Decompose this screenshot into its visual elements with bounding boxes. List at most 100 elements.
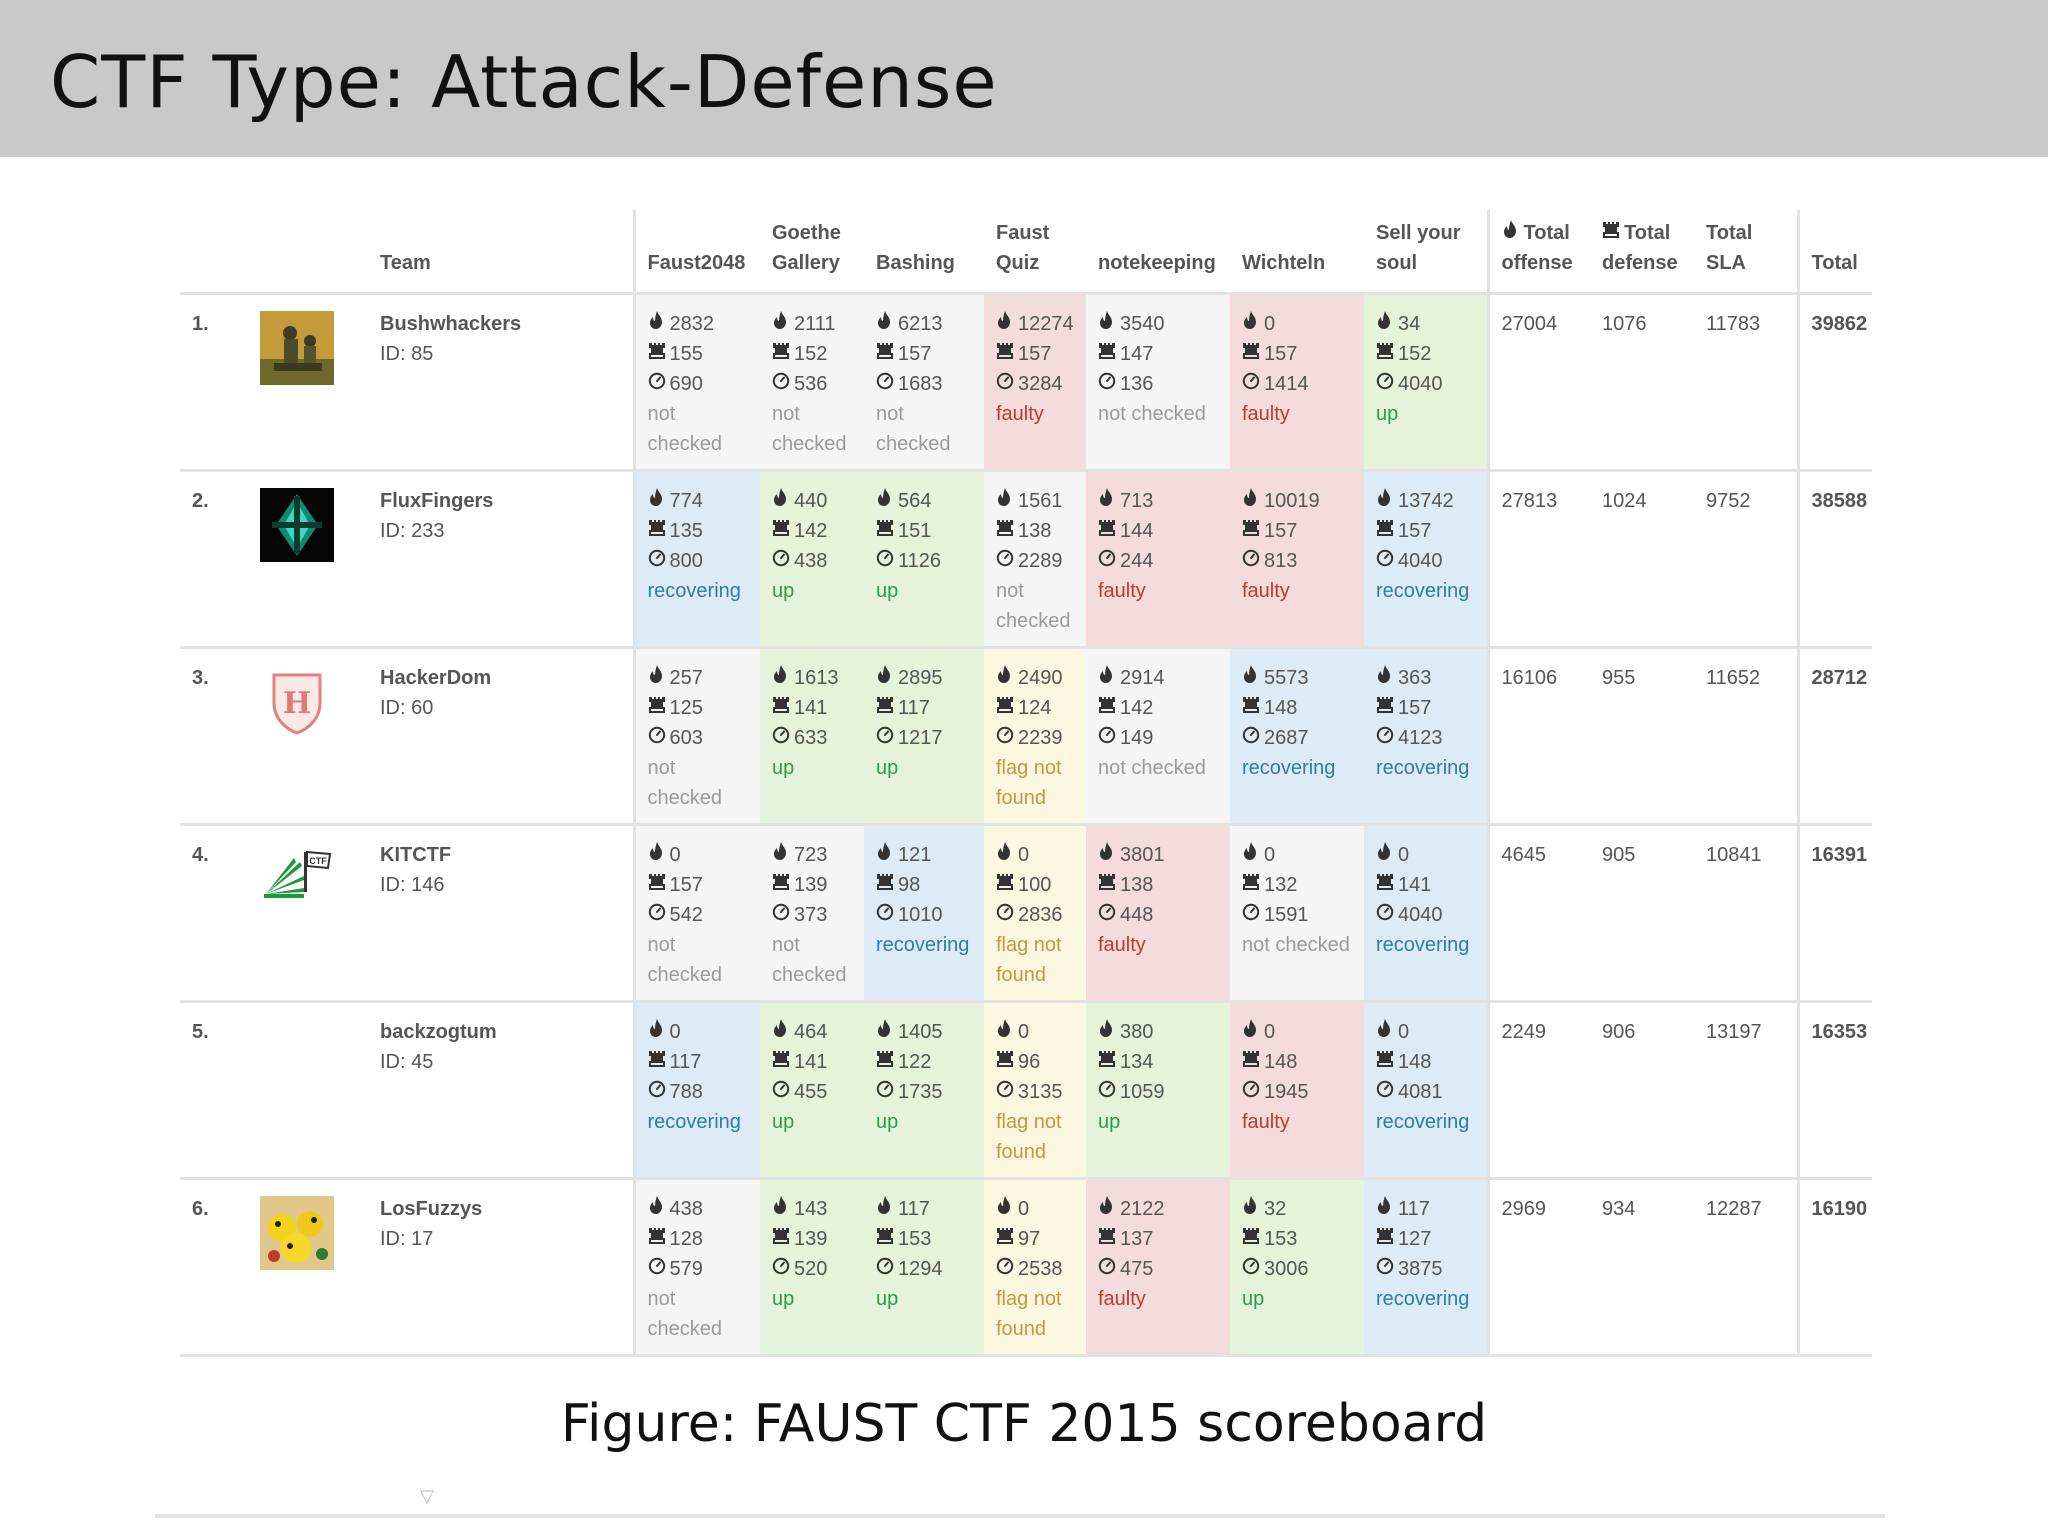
castle-icon [772, 339, 794, 369]
service-status: not checked [1098, 757, 1206, 779]
service-off-line: 1613 [772, 663, 852, 693]
team-cell[interactable]: backzogtum ID: 45 [368, 1001, 634, 1180]
service-sla-value: 1010 [898, 904, 943, 926]
service-cell: 440 142 438 up [760, 470, 864, 649]
total-sla-cell: 13197 [1694, 1001, 1798, 1180]
service-cell: 0 148 1945 faulty [1230, 1001, 1364, 1180]
service-sla-line: 1945 [1242, 1077, 1352, 1107]
service-sla-value: 4081 [1398, 1081, 1443, 1103]
service-def-value: 148 [1264, 1051, 1298, 1073]
service-def-value: 141 [794, 1051, 828, 1073]
team-name: HackerDom [380, 667, 492, 689]
total-offense-cell-value: 4645 [1501, 844, 1547, 866]
team-row: 2. FluxFingers ID: 233 774 135 800 recovering 4… [180, 470, 1872, 649]
service-status: not checked [1098, 403, 1206, 425]
service-def-line: 124 [996, 693, 1074, 723]
total-sla-cell-value: 13197 [1706, 1021, 1762, 1043]
team-cell[interactable]: FluxFingers ID: 233 [368, 470, 634, 649]
clock-icon [996, 900, 1018, 930]
team-cell[interactable]: LosFuzzys ID: 17 [368, 1178, 634, 1357]
service-off-line: 2122 [1098, 1194, 1218, 1224]
total-defense-cell: 955 [1590, 647, 1694, 826]
total-offense-cell: 27004 [1486, 293, 1590, 472]
service-cell: 0 132 1591 not checked [1230, 824, 1364, 1003]
castle-icon [1242, 1047, 1264, 1077]
service-off-line: 0 [1242, 309, 1352, 339]
castle-icon [1242, 516, 1264, 546]
service-status: up [876, 1288, 899, 1310]
service-sla-value: 4123 [1398, 727, 1443, 749]
team-logo [260, 1196, 356, 1270]
service-cell: 0 117 788 recovering [632, 1001, 760, 1180]
total-value: 39862 [1811, 313, 1868, 335]
service-status: faulty [1098, 1288, 1146, 1310]
total-offense-cell-value: 27004 [1501, 313, 1558, 335]
fire-icon [876, 486, 898, 516]
service-off-value: 464 [794, 1021, 828, 1043]
team-cell[interactable]: Bushwhackers ID: 85 [368, 293, 634, 472]
nav-arrow-icon[interactable]: ▽ [420, 1486, 434, 1506]
castle-icon [772, 516, 794, 546]
service-sla-value: 136 [1120, 373, 1154, 395]
service-def-value: 157 [898, 343, 932, 365]
service-sla-value: 455 [794, 1081, 828, 1103]
service-cell: 32 153 3006 up [1230, 1178, 1364, 1357]
castle-icon [996, 1224, 1018, 1254]
castle-icon [1098, 693, 1120, 723]
service-cell: 143 139 520 up [760, 1178, 864, 1357]
service-cell: 117 153 1294 up [864, 1178, 984, 1357]
total-defense-cell: 906 [1590, 1001, 1694, 1180]
service-status: not checked [876, 403, 951, 455]
total-offense-cell: 16106 [1486, 647, 1590, 826]
clock-icon [648, 546, 670, 576]
service-header-label: Goethe [772, 222, 841, 244]
service-cell: 257 125 603 not checked [632, 647, 760, 826]
service-def-line: 132 [1242, 870, 1352, 900]
castle-icon [1376, 516, 1398, 546]
service-off-value: 380 [1120, 1021, 1154, 1043]
service-def-value: 148 [1398, 1051, 1432, 1073]
castle-icon [1376, 1224, 1398, 1254]
total-sla-cell-value: 10841 [1706, 844, 1762, 866]
service-def-value: 155 [669, 343, 703, 365]
total-cell: 16391 [1796, 824, 1872, 1003]
fire-icon [1242, 663, 1264, 693]
fire-icon [1242, 486, 1264, 516]
service-header-label: Faust2048 [647, 252, 746, 274]
castle-icon [1242, 339, 1264, 369]
service-off-line: 0 [648, 840, 749, 870]
service-def-line: 137 [1098, 1224, 1218, 1254]
service-def-line: 117 [648, 1047, 749, 1077]
service-status: up [876, 580, 899, 602]
service-sla-line: 4081 [1376, 1077, 1475, 1107]
service-off-value: 774 [669, 490, 703, 512]
service-def-value: 138 [1120, 874, 1154, 896]
service-sla-value: 448 [1120, 904, 1154, 926]
team-cell[interactable]: KITCTF ID: 146 [368, 824, 634, 1003]
service-off-line: 3801 [1098, 840, 1218, 870]
service-def-value: 151 [898, 520, 932, 542]
castle-icon [996, 870, 1018, 900]
total-cell: 16190 [1796, 1178, 1872, 1357]
clock-icon [1242, 900, 1264, 930]
team-id: ID: 60 [380, 697, 434, 719]
service-off-line: 0 [1242, 1017, 1352, 1047]
service-def-value: 153 [1264, 1228, 1298, 1250]
service-cell: 117 127 3875 recovering [1364, 1178, 1488, 1357]
service-def-value: 157 [1264, 343, 1298, 365]
service-off-line: 774 [648, 486, 749, 516]
fire-icon [1376, 663, 1398, 693]
team-cell[interactable]: HackerDom ID: 60 [368, 647, 634, 826]
rank-header [180, 210, 248, 295]
service-cell: 3801 138 448 faulty [1086, 824, 1230, 1003]
clock-icon [1242, 546, 1264, 576]
fire-icon [772, 840, 794, 870]
service-def-line: 157 [1376, 516, 1475, 546]
fire-icon [996, 663, 1018, 693]
clock-icon [648, 1254, 670, 1284]
service-sla-value: 149 [1120, 727, 1154, 749]
castle-icon [1242, 693, 1264, 723]
service-def-line: 144 [1098, 516, 1218, 546]
fire-icon [1376, 309, 1398, 339]
service-off-line: 564 [876, 486, 972, 516]
